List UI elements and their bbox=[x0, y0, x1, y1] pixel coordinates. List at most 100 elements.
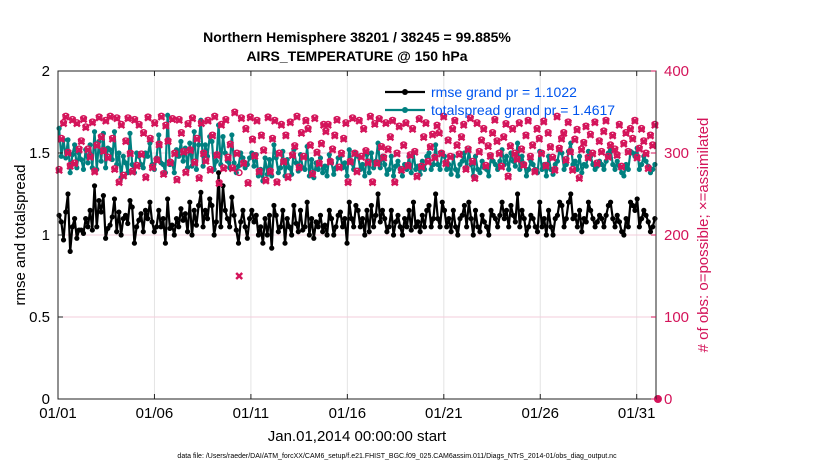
obs-assimilated-point bbox=[357, 153, 366, 161]
obs-cross-stroke bbox=[462, 165, 470, 174]
obs-cross-stroke bbox=[493, 137, 501, 146]
obs-assimilated-point bbox=[326, 158, 335, 166]
obs-possible-point bbox=[395, 122, 403, 130]
obs-possible-point bbox=[84, 145, 92, 153]
totalspread-point bbox=[209, 138, 215, 145]
obs-possible-point bbox=[255, 167, 263, 175]
obs-possible-point bbox=[351, 149, 359, 157]
obs-assimilated-point bbox=[377, 143, 386, 152]
obs-possible-point bbox=[93, 141, 101, 149]
obs-cross-stroke bbox=[277, 121, 286, 129]
obs-possible-point bbox=[606, 141, 614, 149]
obs-assimilated-point bbox=[86, 153, 95, 161]
rmse-point bbox=[377, 219, 383, 225]
rmse-point bbox=[479, 212, 485, 218]
rmse-point bbox=[136, 217, 142, 223]
obs-cross-stroke bbox=[328, 145, 337, 154]
obs-assimilated-point bbox=[328, 145, 337, 154]
rmse-point bbox=[295, 229, 301, 235]
obs-cross-stroke bbox=[424, 158, 432, 166]
obs-assimilated-point bbox=[215, 179, 224, 188]
obs-cross-stroke bbox=[375, 115, 384, 124]
obs-cross-stroke bbox=[164, 137, 172, 146]
rmse-point bbox=[322, 222, 328, 228]
rmse-point bbox=[512, 219, 518, 225]
obs-cross-stroke bbox=[173, 176, 181, 184]
obs-assimilated-point bbox=[462, 165, 470, 174]
obs-cross-stroke bbox=[150, 119, 159, 128]
obs-possible-point bbox=[126, 149, 134, 157]
obs-assimilated-point bbox=[488, 129, 497, 138]
obs-assimilated-point bbox=[602, 117, 610, 125]
rmse-point bbox=[397, 224, 403, 230]
rmse-point bbox=[508, 202, 514, 209]
obs-possible-point bbox=[215, 179, 223, 187]
obs-cross-stroke bbox=[55, 166, 63, 175]
totalspread-point bbox=[78, 156, 84, 163]
obs-cross-stroke bbox=[522, 131, 530, 140]
obs-possible-point bbox=[380, 153, 388, 161]
obs-possible-point bbox=[164, 137, 172, 145]
rmse-point bbox=[539, 224, 545, 230]
totalspread-point bbox=[231, 160, 237, 166]
obs-cross-stroke bbox=[148, 163, 157, 172]
obs-assimilated-point bbox=[73, 119, 81, 128]
obs-possible-point bbox=[371, 119, 379, 127]
obs-cross-stroke bbox=[117, 121, 126, 129]
chart-title-line2: AIRS_TEMPERATURE @ 150 hPa bbox=[246, 48, 467, 64]
obs-cross-stroke bbox=[417, 163, 426, 171]
obs-assimilated-point bbox=[586, 131, 595, 139]
obs-assimilated-point bbox=[379, 154, 388, 162]
obs-possible-point bbox=[124, 114, 132, 122]
obs-cross-stroke bbox=[66, 162, 75, 170]
obs-assimilated-point bbox=[617, 163, 626, 171]
obs-cross-stroke bbox=[259, 146, 268, 155]
rmse-point bbox=[643, 212, 649, 218]
rmse-point bbox=[563, 216, 569, 222]
totalspread-point bbox=[191, 129, 197, 135]
obs-cross-stroke bbox=[73, 119, 81, 128]
rmse-point bbox=[145, 216, 151, 222]
obs-possible-point bbox=[151, 119, 159, 127]
obs-assimilated-point bbox=[155, 140, 163, 149]
obs-possible-point bbox=[506, 142, 514, 150]
rmse-point bbox=[207, 196, 213, 202]
obs-assimilated-point bbox=[157, 113, 166, 121]
rmse-point bbox=[550, 232, 556, 238]
rmse-point bbox=[297, 207, 304, 213]
obs-possible-point bbox=[442, 159, 450, 167]
obs-assimilated-point bbox=[604, 153, 613, 161]
x-tick-label: 01/31 bbox=[618, 405, 656, 422]
obs-possible-point bbox=[113, 114, 121, 122]
obs-possible-point bbox=[524, 116, 532, 124]
obs-possible-point bbox=[542, 161, 550, 169]
rmse-point bbox=[348, 216, 355, 222]
obs-cross-stroke bbox=[88, 118, 97, 127]
obs-possible-point bbox=[386, 133, 394, 141]
obs-cross-stroke bbox=[170, 149, 179, 158]
obs-possible-point bbox=[624, 147, 632, 155]
obs-possible-point bbox=[120, 171, 128, 179]
obs-possible-point bbox=[424, 157, 432, 165]
obs-cross-stroke bbox=[631, 117, 639, 125]
obs-assimilated-point bbox=[524, 117, 533, 125]
rmse-point bbox=[543, 232, 549, 238]
obs-assimilated-point bbox=[277, 121, 286, 129]
obs-assimilated-point bbox=[444, 136, 452, 145]
obs-cross-stroke bbox=[628, 135, 637, 143]
obs-possible-point bbox=[353, 167, 361, 175]
obs-assimilated-point bbox=[626, 125, 635, 134]
rmse-point bbox=[147, 199, 153, 205]
rmse-point bbox=[246, 216, 253, 222]
y2-tick-label: 200 bbox=[664, 227, 689, 244]
rmse-point bbox=[579, 229, 585, 235]
obs-possible-point bbox=[293, 112, 301, 120]
obs-possible-point bbox=[206, 165, 214, 173]
rmse-point bbox=[639, 216, 645, 222]
obs-cross-stroke bbox=[68, 116, 77, 125]
obs-assimilated-point bbox=[295, 163, 304, 172]
obs-assimilated-point bbox=[88, 118, 97, 127]
obs-possible-point bbox=[257, 131, 265, 139]
totalspread-point bbox=[111, 129, 118, 135]
obs-assimilated-point bbox=[235, 272, 244, 280]
